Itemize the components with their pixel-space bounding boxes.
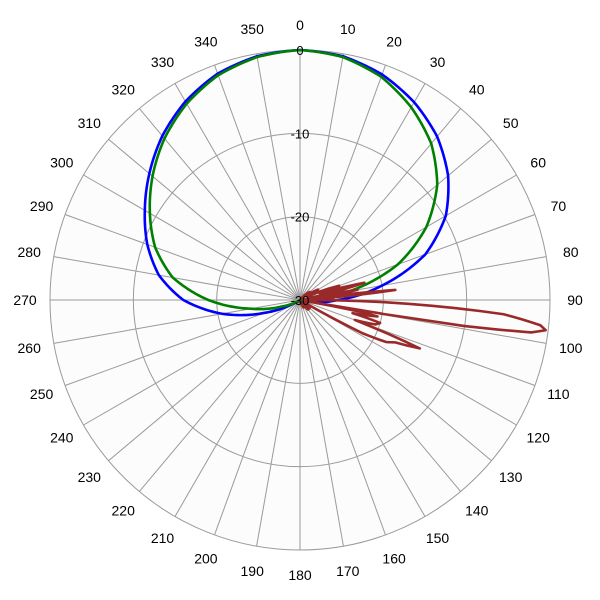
angle-tick-label: 160 <box>382 550 406 566</box>
angle-tick-labels: 0 10 20 30 40 50 60 70 80 90 100 110 120 130 140 150 160… <box>13 17 583 583</box>
angle-tick-label: 50 <box>503 115 519 131</box>
series-layer <box>143 48 547 350</box>
angular-gridline <box>64 214 301 301</box>
angle-tick-label: 280 <box>18 244 42 260</box>
angular-gridline <box>299 174 517 301</box>
angle-tick-label: 30 <box>430 54 446 70</box>
angle-tick-label: 100 <box>559 340 583 356</box>
angle-tick-label: 90 <box>567 292 583 308</box>
angle-tick-label: 40 <box>469 81 485 97</box>
angular-gridline <box>174 299 301 517</box>
series-3-line <box>298 281 547 350</box>
angle-tick-label: 260 <box>18 340 42 356</box>
radial-gridlines <box>49 49 551 551</box>
angle-tick-label: 10 <box>340 21 356 37</box>
angle-tick-label: 340 <box>194 34 218 50</box>
angle-tick-label: 300 <box>50 155 74 171</box>
angle-tick-label: 120 <box>527 430 551 446</box>
angle-tick-label: 20 <box>386 34 402 50</box>
angular-gridline <box>299 299 462 492</box>
angle-tick-label: 220 <box>112 503 136 519</box>
angular-gridline <box>53 256 301 301</box>
angular-gridline <box>214 64 301 301</box>
angular-gridline <box>299 299 536 386</box>
angular-gridline <box>174 83 301 301</box>
angle-tick-label: 320 <box>112 81 136 97</box>
radial-tick-label: 0 <box>296 43 303 58</box>
angular-gridline <box>299 299 344 547</box>
angular-gridline <box>53 299 301 344</box>
angle-tick-label: 200 <box>194 550 218 566</box>
series-2-line <box>148 48 439 311</box>
angle-tick-label: 290 <box>30 198 54 214</box>
angle-tick-label: 350 <box>241 21 265 37</box>
angle-tick-label: 240 <box>50 430 74 446</box>
angle-tick-label: 60 <box>530 155 546 171</box>
angular-gridline <box>256 53 301 301</box>
angle-tick-label: 230 <box>78 469 102 485</box>
angle-tick-label: 150 <box>426 530 450 546</box>
angular-gridline <box>299 64 386 301</box>
angular-gridline <box>138 299 301 492</box>
angular-gridline <box>83 299 301 426</box>
angular-gridline <box>299 299 492 462</box>
angle-tick-label: 130 <box>499 469 523 485</box>
angular-gridline <box>83 174 301 301</box>
angle-tick-label: 140 <box>465 503 489 519</box>
angular-gridline <box>299 299 426 517</box>
angle-tick-label: 330 <box>151 54 175 70</box>
angular-gridline <box>138 108 301 301</box>
angle-tick-label: 80 <box>563 244 579 260</box>
angle-tick-label: 0 <box>296 17 304 33</box>
radial-gridline <box>132 132 468 468</box>
angle-tick-label: 180 <box>288 567 312 583</box>
angular-gridline <box>299 138 492 301</box>
angular-gridline <box>299 83 426 301</box>
angular-gridline <box>299 299 386 536</box>
angular-gridline <box>299 53 344 301</box>
angular-gridline <box>256 299 301 547</box>
radial-gridline <box>216 216 384 384</box>
radial-tick-label: -10 <box>291 126 310 141</box>
angular-gridline <box>108 299 301 462</box>
radial-tick-labels: 0 -10 -20 -30 <box>291 43 310 308</box>
angle-tick-label: 190 <box>241 563 265 579</box>
angle-tick-label: 170 <box>336 563 360 579</box>
angle-tick-label: 270 <box>13 292 37 308</box>
angle-tick-label: 310 <box>78 115 102 131</box>
angle-tick-label: 210 <box>151 530 175 546</box>
radial-tick-label: -30 <box>291 293 310 308</box>
angle-tick-label: 110 <box>547 386 570 402</box>
angle-tick-label: 70 <box>551 198 567 214</box>
angular-gridline <box>299 108 462 301</box>
angular-gridline <box>108 138 301 301</box>
angular-gridline <box>214 299 301 536</box>
angle-tick-label: 250 <box>30 386 54 402</box>
radial-tick-label: -20 <box>291 210 310 225</box>
